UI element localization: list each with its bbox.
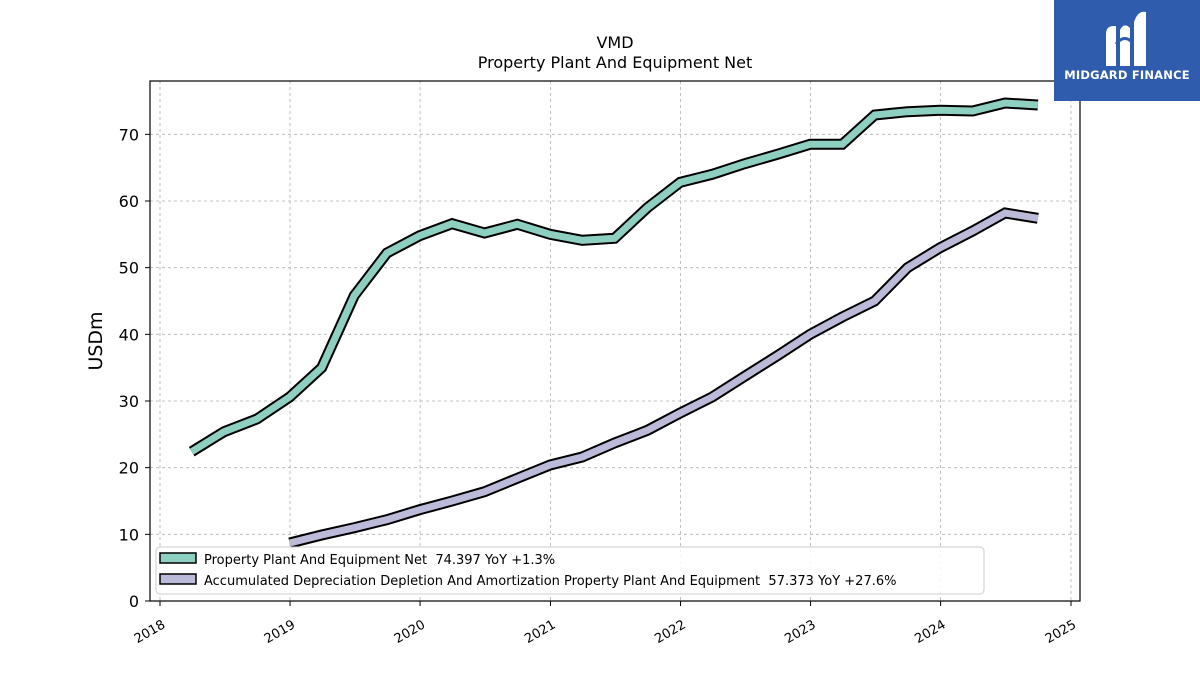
legend-swatch-accumulated-depreciation [159,573,197,585]
chart-subtitle: Property Plant And Equipment Net [478,53,753,72]
legend-box [155,546,985,595]
series-lines [188,97,1039,549]
series-line [189,99,1039,455]
y-tick-label: 20 [119,459,139,478]
midgard-logo-mark-icon [1106,11,1146,66]
series-0 [188,97,1039,457]
x-tick-label: 2024 [912,617,948,647]
y-tick-label: 0 [129,592,139,611]
legend: Property Plant And Equipment Net 74.397 … [155,546,985,595]
logo-text: MIDGARD FINANCE [1064,68,1190,82]
legend-swatch-ppe-net [159,552,197,564]
y-tick-label: 70 [119,125,139,144]
x-tick-label: 2018 [132,617,168,647]
x-tick-label: 2022 [652,617,688,647]
series-line-outline [288,207,1039,549]
x-tick-label: 2021 [522,617,558,647]
x-tick-label: 2020 [392,617,428,647]
legend-label-ppe-net: Property Plant And Equipment Net 74.397 … [204,553,555,568]
grid [150,81,1080,602]
legend-label-accumulated-depreciation: Accumulated Depreciation Depletion And A… [204,574,896,589]
y-tick-label: 10 [119,525,139,544]
y-tick-label: 60 [119,192,139,211]
series-line-outline [188,97,1039,457]
chart-title: VMD [596,33,633,52]
y-tick-label: 30 [119,392,139,411]
x-tick-label: 2023 [782,617,818,647]
y-tick-label: 50 [119,259,139,278]
x-tick-label: 2019 [262,617,298,647]
x-tick-label: 2025 [1043,617,1079,647]
plot-frame [149,80,1081,602]
series-line [288,209,1039,547]
series-1 [288,207,1039,549]
midgard-finance-logo: MIDGARD FINANCE [1054,0,1200,101]
y-axis-label: USDm [85,311,107,370]
y-tick-label: 40 [119,325,139,344]
